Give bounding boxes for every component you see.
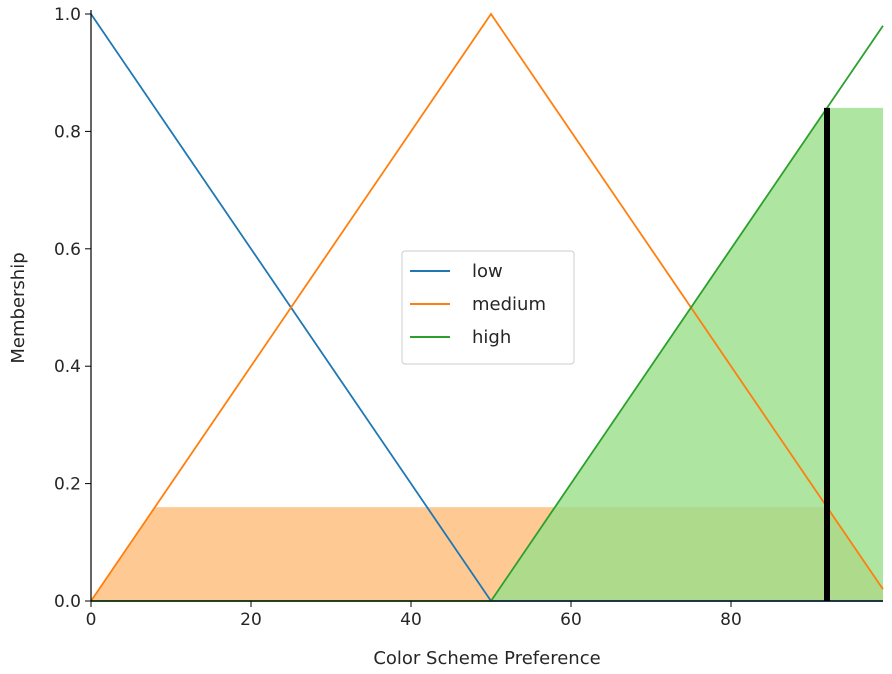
series-line-medium: [90, 12, 884, 602]
legend-label-high: high: [472, 327, 511, 348]
y-tick-label: 0.4: [54, 357, 81, 377]
legend: low medium high: [401, 250, 575, 365]
x-tick-label: 0: [86, 610, 97, 630]
activation-fill-high: [91, 107, 883, 602]
x-axis-label: Color Scheme Preference: [373, 648, 600, 669]
y-tick-label: 1.0: [54, 5, 81, 25]
axes: 0 20 40 60 80 0.0 0.2 0.4 0.6 0.8 1.0: [54, 5, 883, 630]
y-axis-label: Membership: [8, 252, 29, 363]
legend-box: [401, 250, 575, 365]
x-tick-label: 20: [240, 610, 262, 630]
y-tick-label: 0.6: [54, 240, 81, 260]
x-tick-label: 60: [560, 610, 582, 630]
legend-label-medium: medium: [472, 294, 546, 315]
x-tick-label: 40: [400, 610, 422, 630]
y-tick-label: 0.2: [54, 475, 81, 495]
y-tick-label: 0.0: [54, 592, 81, 612]
x-tick-label: 80: [720, 610, 742, 630]
y-tick-label: 0.8: [54, 122, 81, 142]
legend-label-low: low: [472, 261, 503, 282]
activation-fills: [91, 107, 883, 602]
